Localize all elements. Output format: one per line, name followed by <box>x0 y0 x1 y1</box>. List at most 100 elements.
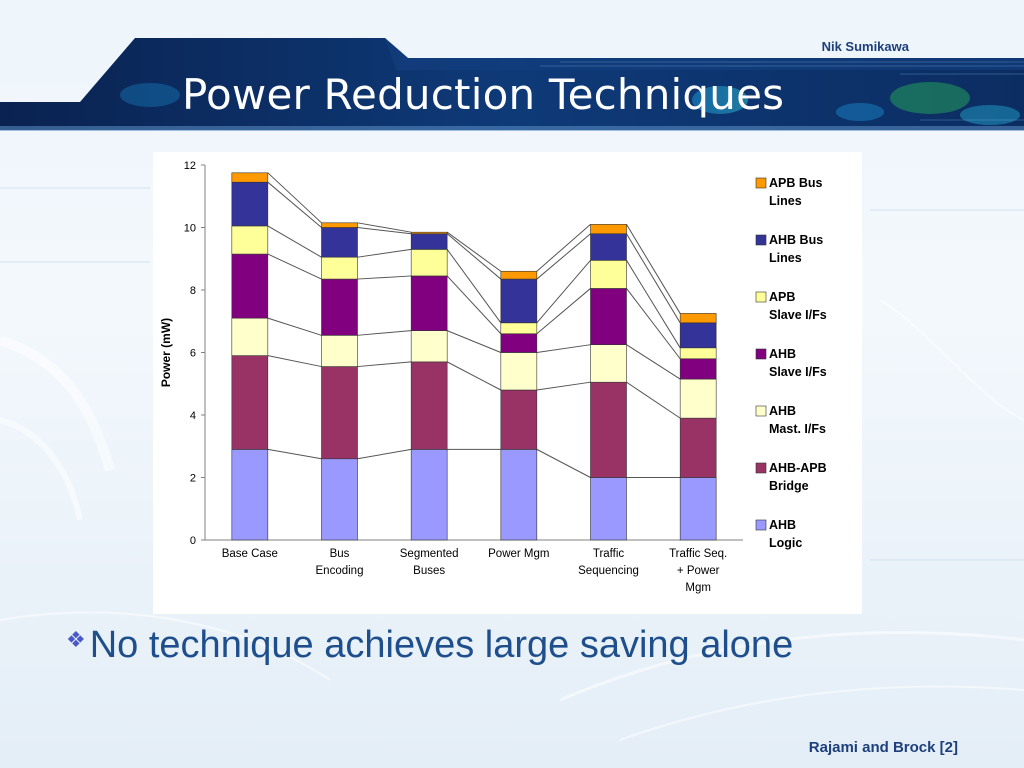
bar-segment-ahb-bus-lines <box>590 233 627 261</box>
x-category-label: Power Mgm <box>488 548 549 560</box>
bar-segment-ahb-slave-i-fs <box>321 278 358 336</box>
series-connector-line <box>357 361 412 368</box>
bar-segment-apb-bus-lines <box>679 313 717 324</box>
legend-label: AHB <box>769 404 796 418</box>
bar-segment-ahb-mast-i-fs <box>410 330 448 363</box>
series-connector-line <box>267 172 322 224</box>
bar-segment-ahb-bus-lines <box>410 233 448 250</box>
series-connector-line <box>267 355 322 368</box>
bar-segment-ahb-apb-bridge <box>410 361 448 450</box>
bar-segment-ahb-apb-bridge <box>321 366 358 460</box>
bar-segment-ahb-apb-bridge <box>500 389 538 450</box>
legend-label: Logic <box>769 536 802 550</box>
x-category-label: Mgm <box>685 582 711 594</box>
bar-segment-ahb-apb-bridge <box>231 355 269 450</box>
x-category-label: Base Case <box>222 548 278 560</box>
bar-segment-ahb-logic <box>231 449 269 541</box>
bar-segment-apb-bus-lines <box>410 231 448 235</box>
bar-segment-ahb-mast-i-fs <box>500 352 538 391</box>
bar-segment-ahb-bus-lines <box>321 227 358 258</box>
bar-segment-ahb-logic <box>410 449 448 541</box>
bar-segment-apb-slave-i-fs <box>231 225 269 255</box>
legend-label: AHB-APB <box>769 461 827 475</box>
bar-segment-ahb-slave-i-fs <box>590 288 627 345</box>
x-category-label: Encoding <box>316 565 364 577</box>
series-connector-line <box>357 222 412 233</box>
series-connector-line <box>446 249 502 324</box>
bullet-point: ❖ No technique achieves large saving alon… <box>66 624 793 667</box>
series-connector-line <box>536 448 591 478</box>
series-connector-line <box>267 253 322 280</box>
author-name: Nik Sumikawa <box>821 39 909 54</box>
bullet-text: No technique achieves large saving alone <box>89 624 794 666</box>
diamond-bullet-icon: ❖ <box>66 627 86 652</box>
x-category-label: + Power <box>677 565 720 577</box>
slide-title: Power Reduction Techniques <box>182 70 785 119</box>
y-tick-label: 8 <box>190 285 196 297</box>
y-tick-label: 2 <box>190 473 196 485</box>
legend-label: Bridge <box>769 479 809 493</box>
bar-segment-ahb-bus-lines <box>679 322 717 349</box>
legend-label: AHB <box>769 518 796 532</box>
series-connector-line <box>446 233 502 280</box>
legend-label: AHB <box>769 347 796 361</box>
series-connector-line <box>357 275 412 280</box>
series-connector-line <box>536 344 591 353</box>
bar-segment-ahb-mast-i-fs <box>321 335 358 367</box>
legend-swatch <box>755 462 767 474</box>
series-connector-line <box>446 361 502 391</box>
series-connector-line <box>626 233 681 324</box>
y-tick-label: 0 <box>190 535 196 547</box>
legend-swatch <box>755 234 767 246</box>
bar-segment-ahb-apb-bridge <box>590 381 627 478</box>
bar-segment-ahb-logic <box>500 449 538 541</box>
y-tick-label: 10 <box>184 223 196 235</box>
x-category-label: Buses <box>413 565 445 577</box>
series-connector-line <box>446 330 502 353</box>
bar-segment-apb-slave-i-fs <box>500 322 538 335</box>
bar-segment-apb-slave-i-fs <box>410 249 448 277</box>
bar-segment-ahb-slave-i-fs <box>679 358 717 380</box>
bar-segment-ahb-mast-i-fs <box>231 317 269 356</box>
series-connector-line <box>267 317 322 336</box>
series-connector-line <box>267 225 322 258</box>
legend-swatch <box>755 177 767 189</box>
stacked-bar-chart: 0 2 4 6 8 10 12 Power (mW) Base Case Bus Encoding S… <box>159 160 827 594</box>
bar-segment-ahb-bus-lines <box>231 181 269 227</box>
bar-segment-ahb-logic <box>321 458 358 541</box>
series-connector-line <box>446 231 502 272</box>
x-category-label: Traffic <box>593 548 625 560</box>
legend-swatch <box>755 405 767 417</box>
series-connector-line <box>267 181 322 228</box>
series-connector-line <box>357 448 412 460</box>
bar-segment-apb-slave-i-fs <box>679 347 717 360</box>
bar-segment-ahb-mast-i-fs <box>679 378 717 419</box>
citation: Rajami and Brock [2] <box>808 739 958 756</box>
series-connector-line <box>536 288 591 335</box>
series-connector-line <box>357 330 412 336</box>
series-connector-line <box>626 224 681 314</box>
y-tick-label: 4 <box>190 410 196 422</box>
bar-segment-apb-slave-i-fs <box>321 256 358 280</box>
y-tick-label: 6 <box>190 348 196 360</box>
bar-segment-apb-bus-lines <box>590 224 627 235</box>
bar-segment-ahb-logic <box>679 477 717 541</box>
bar-segment-apb-bus-lines <box>500 270 538 280</box>
legend-swatch <box>755 291 767 303</box>
series-connector-line <box>536 223 591 272</box>
legend-swatch <box>755 519 767 531</box>
legend-label: Lines <box>769 194 802 208</box>
legend-label: APB <box>769 290 795 304</box>
bar-segment-ahb-logic <box>590 477 627 541</box>
legend-label: Slave I/Fs <box>769 308 827 322</box>
legend-label: Slave I/Fs <box>769 365 827 379</box>
series-connector-line <box>626 381 681 419</box>
bar-segment-ahb-slave-i-fs <box>500 333 538 353</box>
series-connector-line <box>267 448 322 460</box>
series-connector-line <box>626 288 681 360</box>
legend-swatch <box>755 348 767 360</box>
legend-label: Mast. I/Fs <box>769 422 826 436</box>
series-connector-line <box>357 248 412 258</box>
